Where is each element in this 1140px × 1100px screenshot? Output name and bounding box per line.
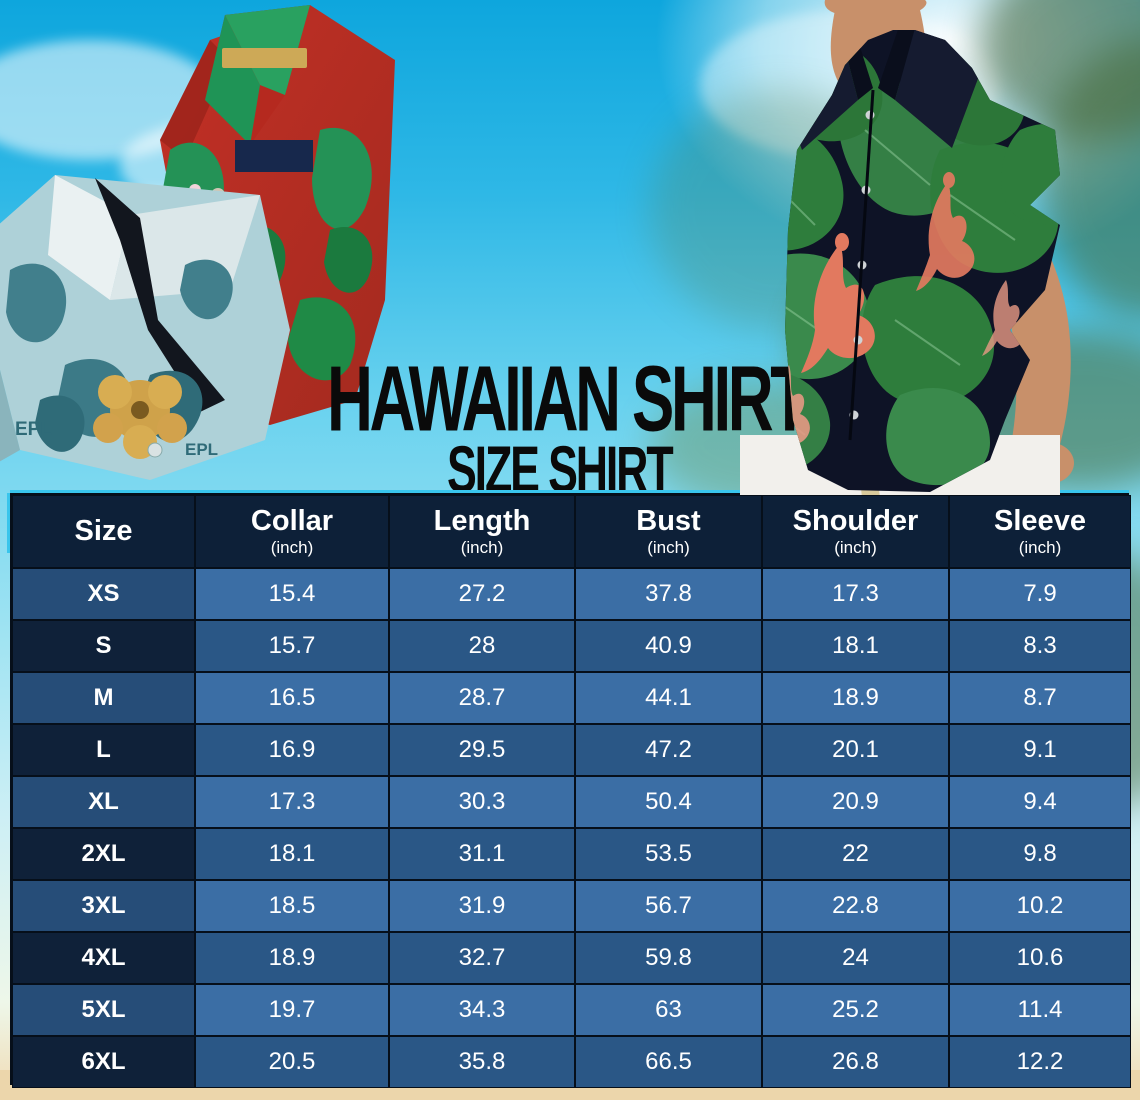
svg-text:EPL: EPL (185, 440, 218, 459)
svg-text:EPL: EPL (15, 419, 52, 440)
